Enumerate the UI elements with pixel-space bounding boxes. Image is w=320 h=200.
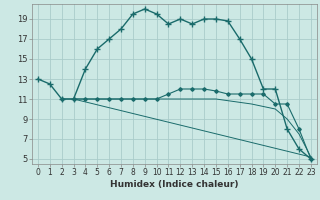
X-axis label: Humidex (Indice chaleur): Humidex (Indice chaleur)	[110, 180, 239, 189]
